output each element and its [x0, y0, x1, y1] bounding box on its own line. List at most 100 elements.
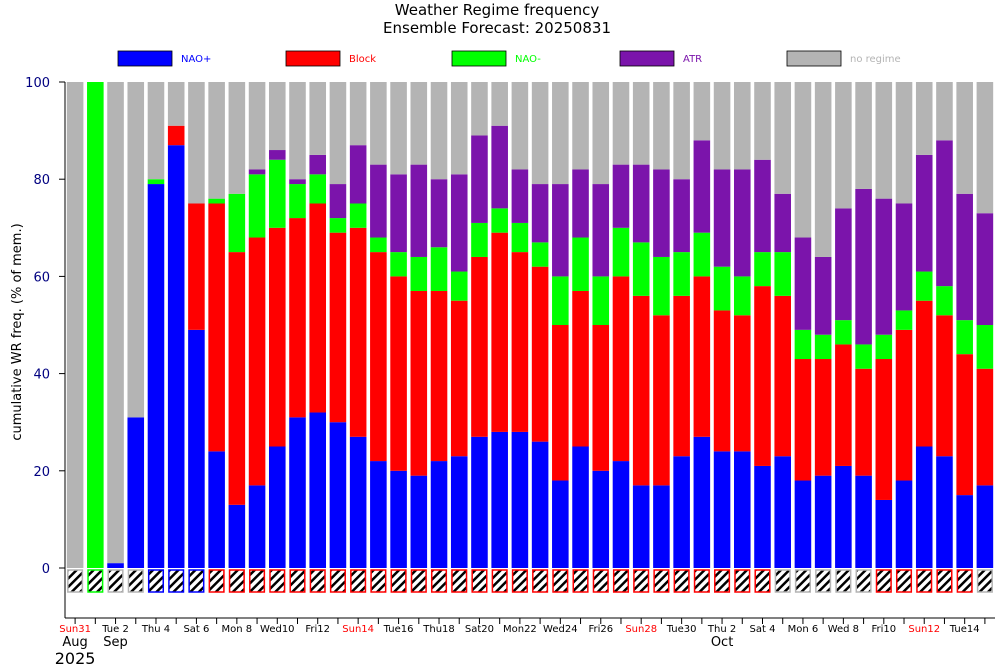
- dominant-regime-box-19: [451, 569, 468, 593]
- bar-segment-block-20: [471, 256, 488, 437]
- bar-segment-nao-10: [268, 159, 286, 228]
- dominant-regime-box-25: [572, 569, 589, 593]
- dominant-regime-box-21: [491, 569, 508, 593]
- legend-swatch-block: [285, 50, 341, 67]
- x-axis: Sun31 Tue 2 Thu 4 Sat 6 Mon 8 Wed10 Fri12 Sun14…: [55, 617, 995, 667]
- bar-segment-no-regime-26: [592, 82, 610, 185]
- x-tick-label-8: Mon 8: [222, 624, 253, 635]
- x-tick-label-38: Wed 8: [828, 624, 859, 635]
- plot-area: [66, 82, 994, 568]
- bar-segment-atr-10: [268, 150, 286, 160]
- bar-segment-no-regime-8: [228, 82, 246, 194]
- x-tick-label-40: Fri10: [871, 624, 896, 635]
- bar-segment-no-regime-23: [531, 82, 549, 185]
- bar-segment-block-11: [289, 218, 306, 418]
- bar-segment-block-32: [713, 310, 731, 452]
- bar-segment-nao-29: [653, 485, 670, 568]
- bar-segment-block-44: [956, 354, 973, 496]
- bar-segment-no-regime-44: [956, 82, 973, 194]
- bar-segment-no-regime-22: [511, 82, 529, 170]
- chart-title: Weather Regime frequency: [395, 1, 600, 19]
- y-axis-label: cumulative WR freq. (% of mem.): [10, 223, 25, 440]
- bar-segment-nao-15: [370, 461, 387, 568]
- bar-segment-no-regime-28: [632, 82, 650, 165]
- bar-segment-atr-41: [895, 203, 913, 311]
- bar-segment-nao-43: [936, 286, 953, 316]
- bar-segment-nao-27: [612, 461, 630, 568]
- bar-segment-block-41: [895, 329, 913, 481]
- dominant-regime-box-40: [875, 569, 892, 593]
- bar-segment-block-35: [774, 295, 792, 457]
- bar-segment-block-22: [511, 252, 529, 432]
- bar-segment-atr-28: [632, 164, 650, 243]
- bar-segment-no-regime-25: [572, 82, 589, 170]
- bar-segment-nao-28: [632, 485, 650, 568]
- bar-segment-nao-7: [208, 198, 225, 204]
- bar-segment-no-regime-2: [107, 82, 124, 564]
- dominant-regime-box-26: [592, 569, 609, 593]
- bar-segment-nao-25: [572, 446, 589, 568]
- legend-swatch-nao: [451, 50, 507, 67]
- bar-segment-nao-43: [936, 456, 953, 568]
- bar-segment-atr-29: [653, 169, 670, 257]
- bar-segment-nao-27: [612, 227, 630, 277]
- bar-segment-block-28: [632, 295, 650, 486]
- x-tick-label-22: Mon22: [503, 624, 537, 635]
- legend: NAO+ Block NAO- ATR no regime: [117, 50, 901, 67]
- bar-segment-block-24: [552, 325, 569, 481]
- bar-segment-nao-22: [511, 431, 529, 568]
- bar-segment-nao-39: [855, 475, 872, 568]
- bar-segment-no-regime-13: [329, 82, 347, 185]
- x-tick-label-34: Sat 4: [750, 624, 776, 635]
- x-tick-label-6: Sat 6: [183, 624, 209, 635]
- bar-segment-nao-30: [673, 456, 690, 568]
- bar-segment-nao-33: [733, 276, 751, 316]
- bar-segment-block-42: [915, 300, 933, 447]
- bar-segment-block-25: [572, 290, 589, 447]
- bar-segment-atr-33: [733, 169, 751, 277]
- bar-segment-no-regime-35: [774, 82, 792, 194]
- x-tick-label-24: Wed24: [543, 624, 578, 635]
- dominant-regime-box-31: [693, 569, 710, 593]
- bar-segment-nao-40: [875, 334, 893, 360]
- bar-segment-nao-17: [410, 475, 428, 568]
- bar-segment-atr-14: [349, 145, 367, 204]
- x-tick-label-18: Thu18: [422, 624, 455, 635]
- dominant-regime-box-10: [269, 569, 286, 593]
- bar-segment-nao-34: [754, 252, 771, 287]
- bar-segment-nao-5: [167, 145, 185, 568]
- bar-segment-block-13: [329, 232, 347, 423]
- month-label-aug: Aug: [62, 635, 87, 650]
- bar-segment-no-regime-34: [754, 82, 771, 160]
- bar-segment-block-12: [309, 203, 327, 413]
- bar-segment-no-regime-11: [289, 82, 306, 180]
- bar-segment-nao-24: [552, 276, 569, 325]
- bar-segment-nao-35: [774, 456, 792, 568]
- dominant-regime-box-14: [350, 569, 367, 593]
- bar-segment-nao-9: [248, 174, 266, 238]
- x-tick-label-12: Fri12: [305, 624, 330, 635]
- bar-segment-nao-18: [430, 461, 448, 568]
- legend-label-atr: ATR: [683, 54, 702, 65]
- bar-segment-block-18: [430, 290, 448, 462]
- bar-segment-atr-26: [592, 184, 610, 277]
- bar-segment-block-9: [248, 237, 266, 486]
- dominant-regime-box-22: [511, 569, 528, 593]
- bar-segment-nao-2: [107, 563, 124, 568]
- dominant-regime-box-32: [714, 569, 731, 593]
- bar-segment-nao-17: [410, 256, 428, 291]
- bar-segment-atr-22: [511, 169, 529, 223]
- month-label-sep: Sep: [103, 635, 128, 650]
- bar-segment-atr-36: [794, 237, 812, 330]
- bar-segment-nao-8: [228, 193, 246, 253]
- bar-segment-block-26: [592, 325, 610, 471]
- bar-segment-nao-38: [835, 465, 852, 568]
- bar-segment-no-regime-30: [673, 82, 690, 180]
- bar-segment-no-regime-16: [390, 82, 407, 175]
- bar-segment-block-21: [491, 232, 508, 432]
- x-tick-label-16: Tue16: [383, 624, 414, 635]
- bar-segment-block-6: [188, 203, 205, 330]
- bar-segment-nao-29: [653, 256, 670, 316]
- bar-segment-nao-36: [794, 329, 812, 360]
